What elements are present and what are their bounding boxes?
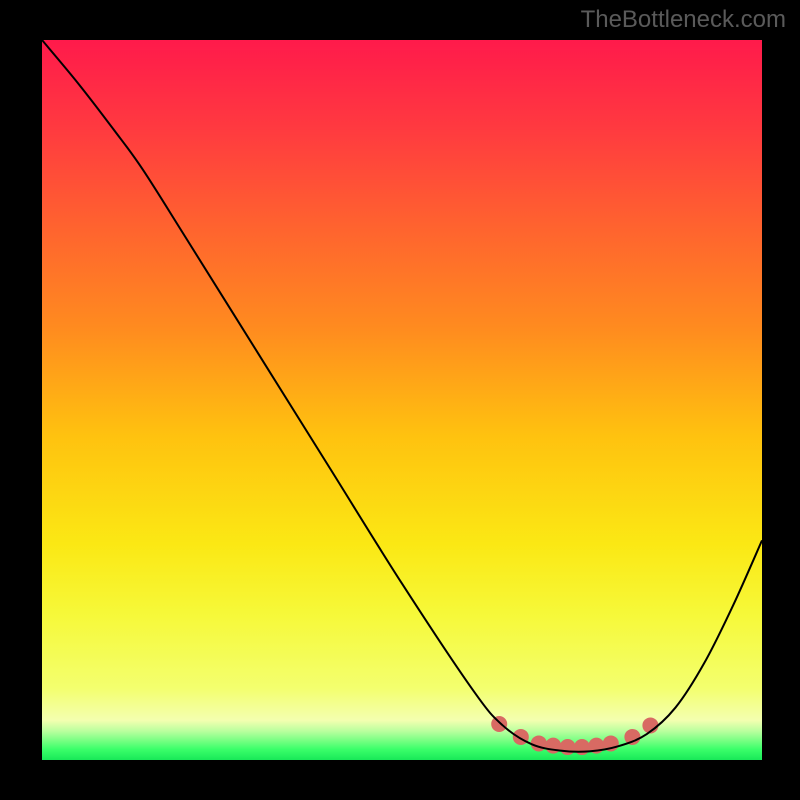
plot-area	[42, 40, 762, 760]
bottleneck-curve	[42, 40, 762, 760]
watermark-text: TheBottleneck.com	[581, 6, 786, 34]
curve-path	[42, 40, 762, 752]
curve-dot	[491, 716, 507, 732]
